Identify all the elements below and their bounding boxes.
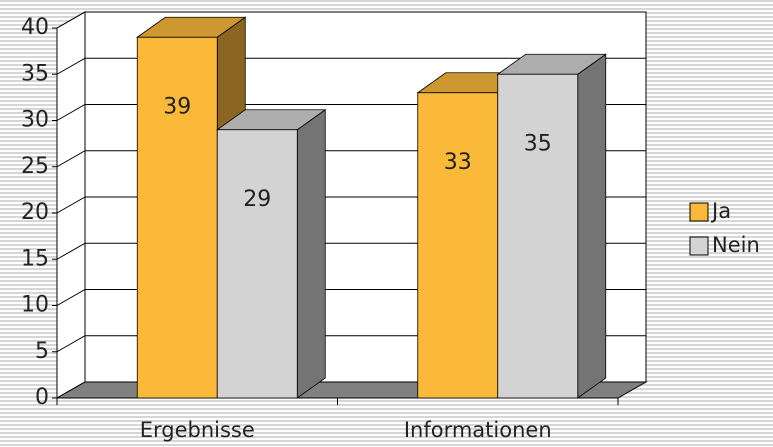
y-tick-label: 25 [21, 154, 49, 179]
legend-swatch [689, 202, 709, 222]
legend-label: Nein [712, 233, 760, 257]
bar-side [577, 53, 607, 399]
y-tick-label: 0 [35, 385, 49, 410]
bar-side [296, 108, 326, 399]
bar-front [417, 92, 499, 399]
y-tick-label: 30 [21, 108, 49, 133]
bar [496, 53, 607, 399]
bar-front [216, 129, 298, 399]
grid-line [56, 57, 646, 75]
data-label: 35 [524, 131, 552, 156]
bar [216, 108, 327, 399]
data-label: 33 [444, 150, 472, 175]
bar-front [497, 73, 579, 399]
bar-front [136, 36, 218, 399]
y-tick-label: 10 [21, 293, 49, 318]
x-tick-label: Ergebnisse [140, 418, 255, 442]
y-tick-label: 15 [21, 246, 49, 271]
legend-swatch [689, 236, 709, 256]
grid-line [56, 11, 646, 29]
legend-label: Ja [710, 199, 731, 223]
y-tick-label: 35 [21, 61, 49, 86]
x-tick-label: Informationen [404, 418, 552, 442]
y-tick-label: 5 [35, 339, 49, 364]
data-label: 39 [163, 94, 191, 119]
data-label: 29 [243, 187, 271, 212]
y-tick-label: 20 [21, 200, 49, 225]
y-tick-label: 40 [21, 15, 49, 40]
